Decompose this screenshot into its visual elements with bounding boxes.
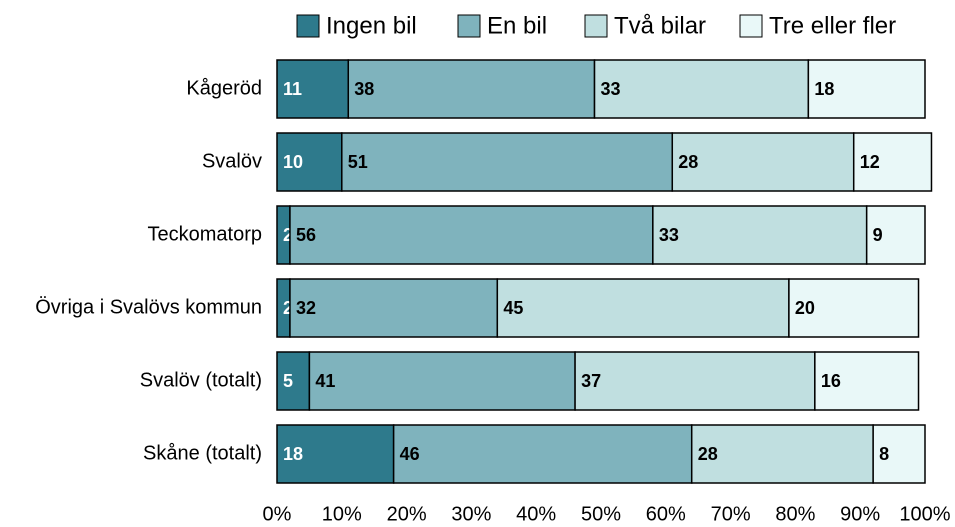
bar-segment	[308, 351, 576, 411]
value-label: 33	[659, 225, 679, 245]
value-label: 56	[296, 225, 316, 245]
x-tick-label: 60%	[646, 503, 686, 525]
legend-label: En bil	[487, 12, 547, 39]
y-tick-label: Kågeröd	[186, 77, 262, 99]
value-label: 9	[873, 225, 883, 245]
value-label: 28	[698, 444, 718, 464]
y-tick-label: Svalöv (totalt)	[140, 369, 262, 391]
value-label: 11	[283, 79, 302, 99]
value-label: 28	[678, 152, 698, 172]
value-label: 45	[503, 298, 523, 318]
bar-segment	[865, 205, 926, 265]
bar-segment	[347, 59, 596, 119]
value-label: 18	[814, 79, 834, 99]
legend-label: Ingen bil	[326, 12, 417, 39]
value-label: 38	[354, 79, 374, 99]
x-tick-label: 70%	[711, 503, 751, 525]
bar-segment	[671, 132, 855, 192]
bar-segment	[652, 205, 868, 265]
legend-label: Tre eller fler	[769, 12, 896, 39]
bar-segment	[341, 132, 674, 192]
value-label: 41	[315, 371, 335, 391]
bar-segment	[276, 132, 343, 192]
y-tick-label: Övriga i Svalövs kommun	[35, 296, 262, 318]
x-tick-label: 30%	[451, 503, 491, 525]
legend-label: Två bilar	[614, 12, 706, 39]
x-tick-label: 90%	[840, 503, 880, 525]
value-label: 10	[283, 152, 303, 172]
value-label: 8	[879, 444, 889, 464]
legend-swatch	[457, 14, 481, 38]
y-tick-label: Skåne (totalt)	[143, 442, 262, 464]
legend-swatch	[584, 14, 608, 38]
value-label: 5	[283, 371, 293, 391]
bar-segment	[690, 424, 874, 484]
value-label: 12	[860, 152, 880, 172]
value-label: 20	[795, 298, 815, 318]
legend-swatch	[296, 14, 320, 38]
x-tick-label: 0%	[263, 503, 292, 525]
value-label: 18	[283, 444, 303, 464]
x-tick-label: 40%	[516, 503, 556, 525]
bar-segment	[289, 205, 654, 265]
value-label: 33	[601, 79, 621, 99]
bar-segment	[276, 351, 311, 411]
value-label: 2	[283, 298, 293, 318]
bar-segment	[593, 59, 810, 119]
bar-segment	[872, 424, 926, 484]
x-tick-label: 50%	[581, 503, 621, 525]
bar-segment	[814, 351, 920, 411]
value-label: 46	[400, 444, 420, 464]
value-label: 2	[283, 225, 293, 245]
y-tick-label: Svalöv	[202, 150, 262, 172]
bar-segment	[392, 424, 693, 484]
bar-segment	[852, 132, 933, 192]
bar-segment	[496, 278, 790, 338]
x-tick-label: 80%	[775, 503, 815, 525]
x-tick-label: 20%	[387, 503, 427, 525]
value-label: 16	[821, 371, 841, 391]
bar-segment	[276, 59, 350, 119]
value-label: 32	[296, 298, 316, 318]
x-tick-label: 10%	[322, 503, 362, 525]
x-tick-label: 100%	[899, 503, 950, 525]
bar-segment	[788, 278, 920, 338]
legend-swatch	[739, 14, 763, 38]
value-label: 51	[348, 152, 368, 172]
bar-segment	[807, 59, 926, 119]
bar-segment	[574, 351, 816, 411]
y-tick-label: Teckomatorp	[148, 223, 263, 245]
value-label: 37	[581, 371, 601, 391]
bar-segment	[289, 278, 499, 338]
bar-segment	[276, 424, 395, 484]
